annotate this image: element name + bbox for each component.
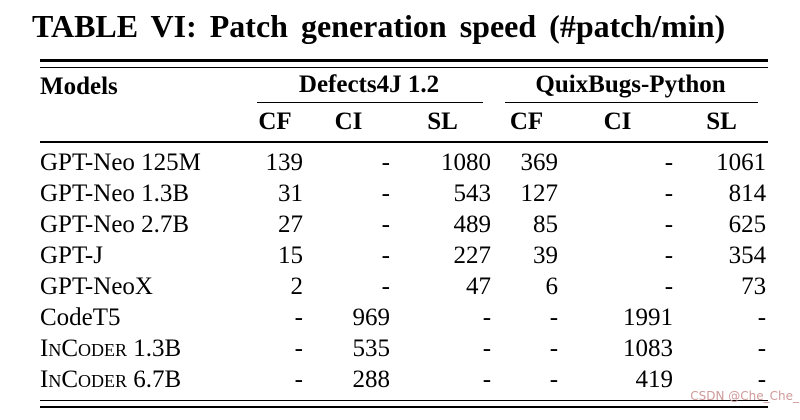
table-row-gpt-neo-1-3b: GPT-Neo 1.3B 31 - 543 127 - 814	[40, 178, 768, 209]
value-cell: 1991	[623, 303, 674, 331]
value-cell: -	[381, 179, 390, 207]
value-cell: 1080	[441, 148, 492, 176]
value-cell: -	[294, 334, 303, 362]
group-label-defects4j: Defects4J 1.2	[298, 71, 440, 98]
value-cell: -	[549, 365, 559, 393]
value-cell: -	[482, 365, 492, 393]
model-name-cell: GPT-Neo 1.3B	[40, 179, 190, 207]
value-cell: 814	[728, 179, 767, 207]
model-name-cell: InCoder 1.3B	[40, 334, 182, 362]
cmidrule-quixbugs	[505, 102, 759, 103]
data-table: Models Defects4J 1.2 QuixBugs-Python CF …	[40, 68, 769, 395]
watermark-text: CSDN @Che_Che_	[690, 389, 799, 403]
subcol-header-qb-ci: CI	[560, 103, 676, 143]
table-row-gpt-neox: GPT-NeoX 2 - 47 6 - 73	[40, 271, 768, 302]
model-name-cell: InCoder 6.7B	[40, 365, 182, 393]
value-cell: -	[664, 148, 674, 176]
value-cell: 127	[520, 179, 559, 207]
value-cell: 27	[278, 210, 303, 238]
value-cell: -	[664, 179, 674, 207]
value-cell: -	[482, 334, 492, 362]
value-cell: -	[549, 334, 559, 362]
model-name-cell: CodeT5	[40, 303, 121, 331]
value-cell: 535	[352, 334, 391, 362]
group-header-defects4j: Defects4J 1.2	[245, 68, 493, 103]
value-cell: 354	[728, 241, 767, 269]
value-cell: 227	[453, 241, 492, 269]
value-cell: 31	[278, 179, 303, 207]
col-header-models: Models	[40, 68, 245, 143]
cmidrule-defects4j	[257, 102, 484, 103]
bottom-double-rule	[40, 400, 768, 408]
table-row-incoder-1-3b: InCoder 1.3B - 535 - - 1083 -	[40, 333, 768, 364]
value-cell: 969	[352, 303, 391, 331]
table-caption: TABLE VI: Patch generation speed (#patch…	[32, 8, 726, 44]
value-cell: -	[549, 303, 559, 331]
value-cell: 543	[453, 179, 492, 207]
table-row-gpt-neo-125m: GPT-Neo 125M 139 - 1080 369 - 1061	[40, 142, 768, 178]
value-cell: 73	[741, 272, 767, 300]
value-cell: -	[381, 210, 390, 238]
value-cell: -	[664, 210, 674, 238]
value-cell: 288	[352, 365, 391, 393]
value-cell: 6	[545, 272, 559, 300]
table-row-codet5: CodeT5 - 969 - - 1991 -	[40, 302, 768, 333]
value-cell: 369	[520, 148, 559, 176]
model-name-cell: GPT-J	[40, 241, 103, 269]
value-cell: -	[294, 303, 303, 331]
value-cell: 15	[278, 241, 303, 269]
value-cell: -	[757, 334, 767, 362]
value-cell: 2	[290, 272, 304, 300]
value-cell: -	[381, 148, 390, 176]
top-double-rule	[40, 59, 768, 68]
table-row-gpt-j: GPT-J 15 - 227 39 - 354	[40, 240, 768, 271]
value-cell: -	[294, 365, 303, 393]
value-cell: -	[757, 365, 767, 393]
value-cell: -	[381, 272, 390, 300]
group-label-quixbugs: QuixBugs-Python	[535, 71, 726, 98]
value-cell: -	[482, 303, 492, 331]
value-cell: 39	[533, 241, 559, 269]
value-cell: 139	[265, 148, 304, 176]
subcol-header-d4j-ci: CI	[305, 103, 392, 143]
subcol-header-d4j-cf: CF	[245, 103, 305, 143]
group-header-quixbugs: QuixBugs-Python	[493, 68, 768, 103]
table-row-gpt-neo-2-7b: GPT-Neo 2.7B 27 - 489 85 - 625	[40, 209, 768, 240]
value-cell: 47	[466, 272, 492, 300]
subcol-header-d4j-sl: SL	[392, 103, 494, 143]
value-cell: 419	[635, 365, 674, 393]
value-cell: -	[664, 272, 674, 300]
subcolumn-header-row: CF CI SL CF CI SL	[40, 103, 769, 143]
value-cell: -	[664, 241, 674, 269]
value-cell: 1061	[716, 148, 767, 176]
model-name-cell: GPT-Neo 125M	[40, 148, 201, 176]
subcol-header-qb-sl: SL	[675, 103, 769, 143]
table-row-incoder-6-7b: InCoder 6.7B - 288 - - 419 -	[40, 364, 768, 395]
value-cell: 85	[533, 210, 559, 238]
group-header-row: Models Defects4J 1.2 QuixBugs-Python	[40, 68, 768, 143]
patch-speed-table: Models Defects4J 1.2 QuixBugs-Python CF …	[40, 59, 769, 408]
value-cell: -	[757, 303, 767, 331]
model-name-cell: GPT-Neo 2.7B	[40, 210, 190, 238]
subcol-header-qb-cf: CF	[493, 103, 561, 143]
value-cell: 489	[453, 210, 492, 238]
model-name-cell: GPT-NeoX	[40, 272, 153, 300]
value-cell: 1083	[623, 334, 674, 362]
value-cell: 625	[728, 210, 767, 238]
value-cell: -	[381, 241, 390, 269]
